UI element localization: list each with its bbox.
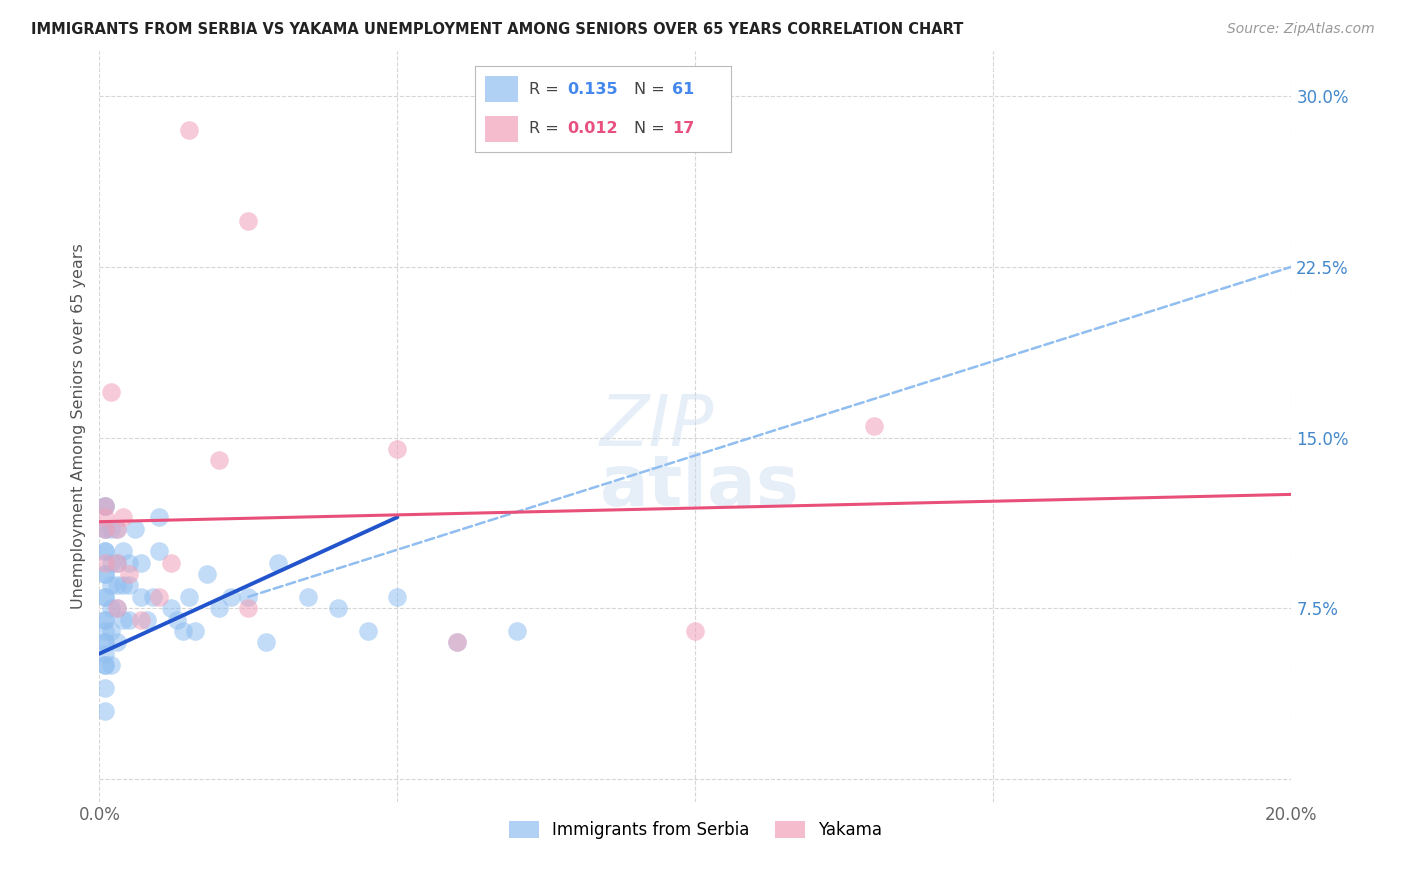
Point — [100, 556, 122, 570]
Point — [177, 590, 200, 604]
Point — [166, 613, 188, 627]
Y-axis label: Unemployment Among Seniors over 65 years: Unemployment Among Seniors over 65 years — [72, 244, 86, 609]
Point — [94, 590, 117, 604]
Point — [124, 522, 146, 536]
Point — [207, 453, 229, 467]
Point — [100, 601, 122, 615]
Legend: Immigrants from Serbia, Yakama: Immigrants from Serbia, Yakama — [502, 814, 889, 846]
Point — [160, 601, 183, 615]
Text: IMMIGRANTS FROM SERBIA VS YAKAMA UNEMPLOYMENT AMONG SENIORS OVER 65 YEARS CORREL: IMMIGRANTS FROM SERBIA VS YAKAMA UNEMPLO… — [31, 22, 963, 37]
Point — [105, 556, 128, 570]
Point — [129, 590, 152, 604]
Point — [267, 556, 290, 570]
Point — [118, 613, 141, 627]
Point — [238, 601, 260, 615]
Point — [94, 624, 117, 638]
Point — [863, 419, 886, 434]
Point — [160, 556, 183, 570]
Point — [112, 578, 135, 592]
Point — [136, 613, 159, 627]
Point — [94, 613, 117, 627]
Point — [94, 647, 117, 661]
Point — [254, 635, 277, 649]
Point — [94, 522, 117, 536]
Point — [112, 510, 135, 524]
Point — [118, 556, 141, 570]
Point — [105, 601, 128, 615]
Point — [387, 442, 409, 456]
Point — [100, 384, 122, 399]
Point — [184, 624, 207, 638]
Point — [94, 613, 117, 627]
Point — [94, 522, 117, 536]
Point — [94, 567, 117, 582]
Point — [112, 544, 135, 558]
Point — [685, 624, 707, 638]
Point — [148, 510, 170, 524]
Point — [94, 590, 117, 604]
Point — [105, 556, 128, 570]
Point — [94, 681, 117, 695]
Point — [387, 590, 409, 604]
Point — [297, 590, 319, 604]
Point — [112, 613, 135, 627]
Point — [142, 590, 165, 604]
Point — [195, 567, 218, 582]
Point — [94, 544, 117, 558]
Point — [94, 658, 117, 673]
Point — [148, 544, 170, 558]
Point — [94, 510, 117, 524]
Point — [172, 624, 194, 638]
Point — [94, 499, 117, 513]
Point — [105, 601, 128, 615]
Point — [148, 590, 170, 604]
Point — [238, 590, 260, 604]
Point — [177, 123, 200, 137]
Point — [356, 624, 378, 638]
Point — [94, 499, 117, 513]
Point — [219, 590, 242, 604]
Point — [94, 556, 117, 570]
Text: atlas: atlas — [600, 451, 800, 521]
Point — [129, 613, 152, 627]
Point — [100, 658, 122, 673]
Point — [94, 635, 117, 649]
Point — [100, 624, 122, 638]
Point — [94, 544, 117, 558]
Text: Source: ZipAtlas.com: Source: ZipAtlas.com — [1227, 22, 1375, 37]
Point — [238, 214, 260, 228]
Point — [94, 704, 117, 718]
Point — [118, 578, 141, 592]
Point — [105, 578, 128, 592]
Point — [100, 522, 122, 536]
Point — [446, 635, 468, 649]
Point — [505, 624, 527, 638]
Point — [94, 567, 117, 582]
Point — [94, 522, 117, 536]
Point — [129, 556, 152, 570]
Point — [446, 635, 468, 649]
Point — [326, 601, 349, 615]
Point — [94, 499, 117, 513]
Point — [105, 522, 128, 536]
Point — [94, 658, 117, 673]
Point — [118, 567, 141, 582]
Point — [100, 578, 122, 592]
Point — [105, 635, 128, 649]
Point — [105, 522, 128, 536]
Text: ZIP: ZIP — [600, 392, 714, 460]
Point — [207, 601, 229, 615]
Point — [94, 635, 117, 649]
